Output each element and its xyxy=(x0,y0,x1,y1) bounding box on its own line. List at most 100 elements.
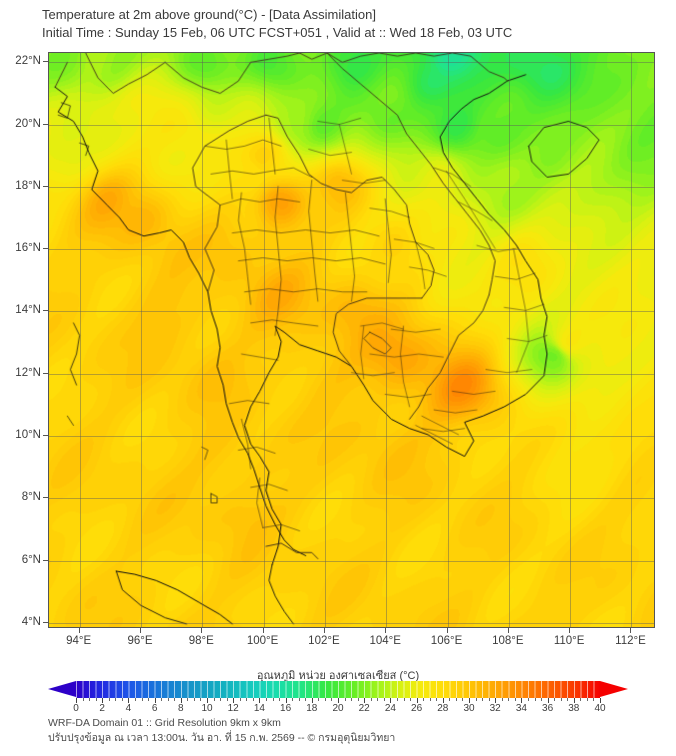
lon-tick-mark xyxy=(78,628,80,633)
colorbar-tick-label: 0 xyxy=(73,703,79,714)
colorbar-minor-tick xyxy=(161,698,163,701)
colorbar-tick-label: 18 xyxy=(306,703,318,714)
colorbar-minor-tick xyxy=(436,698,438,701)
latitude-axis: 4°N 6°N 8°N 10°N 12°N 14°N 16°N 18°N 20°N 22°N xyxy=(0,0,48,756)
colorbar-minor-tick xyxy=(410,698,412,701)
lon-tick-mark xyxy=(630,628,632,633)
lat-tick-label: 8°N xyxy=(21,491,41,504)
lat-tick-label: 22°N xyxy=(15,55,41,68)
colorbar-minor-tick xyxy=(200,698,202,701)
colorbar-minor-tick xyxy=(554,698,556,701)
colorbar-minor-tick xyxy=(449,698,451,701)
colorbar-minor-tick xyxy=(429,698,431,701)
colorbar-minor-tick xyxy=(560,698,562,701)
colorbar-tick-label: 36 xyxy=(542,703,554,714)
colorbar-major-tick xyxy=(154,698,156,703)
lat-tick-mark xyxy=(43,559,48,561)
colorbar-major-tick xyxy=(233,698,235,703)
colorbar-minor-tick xyxy=(344,698,346,701)
colorbar-major-tick xyxy=(128,698,130,703)
colorbar-minor-tick xyxy=(514,698,516,701)
colorbar-tick-label: 10 xyxy=(201,703,213,714)
colorbar-over-arrow-icon xyxy=(600,681,628,697)
colorbar-minor-tick xyxy=(187,698,189,701)
colorbar-minor-tick xyxy=(121,698,123,701)
colorbar-tick-label: 2 xyxy=(99,703,105,714)
colorbar-tick-label: 24 xyxy=(384,703,396,714)
lon-tick-label: 94°E xyxy=(66,635,92,647)
colorbar-minor-tick xyxy=(527,698,529,701)
lat-tick-mark xyxy=(43,372,48,374)
colorbar-minor-tick xyxy=(141,698,143,701)
colorbar-major-tick xyxy=(311,698,313,703)
colorbar-minor-tick xyxy=(567,698,569,701)
colorbar-minor-tick xyxy=(239,698,241,701)
colorbar-tick-label: 38 xyxy=(568,703,580,714)
colorbar-title: อุณหภูมิ หน่วย องศาเซลเซียส (°C) xyxy=(256,670,420,682)
lon-tick-label: 96°E xyxy=(127,635,153,647)
colorbar-major-tick xyxy=(364,698,366,703)
colorbar-minor-tick xyxy=(134,698,136,701)
lat-tick-mark xyxy=(43,621,48,623)
colorbar-major-tick xyxy=(547,698,549,703)
lon-tick-label: 112°E xyxy=(615,635,646,647)
colorbar-minor-tick xyxy=(423,698,425,701)
colorbar-minor-tick xyxy=(357,698,359,701)
lat-tick-label: 18°N xyxy=(15,179,41,192)
colorbar-minor-tick xyxy=(246,698,248,701)
lat-tick-mark xyxy=(43,434,48,436)
colorbar-minor-tick xyxy=(305,698,307,701)
colorbar-minor-tick xyxy=(586,698,588,701)
lon-tick-label: 102°E xyxy=(308,635,340,647)
colorbar-tick-label: 40 xyxy=(594,703,606,714)
lon-tick-label: 110°E xyxy=(553,635,585,647)
lat-tick-label: 12°N xyxy=(15,366,41,379)
lon-tick-mark xyxy=(323,628,325,633)
colorbar-minor-tick xyxy=(252,698,254,701)
colorbar-tick-label: 6 xyxy=(151,703,158,714)
colorbar-minor-tick xyxy=(148,698,150,701)
colorbar-minor-tick xyxy=(298,698,300,701)
lat-tick-label: 4°N xyxy=(21,615,41,628)
chart-title-block: Temperature at 2m above ground(°C) - [Da… xyxy=(42,6,642,42)
lon-tick-label: 104°E xyxy=(369,635,401,647)
lon-tick-mark xyxy=(569,628,571,633)
colorbar-tick-label: 8 xyxy=(178,703,184,714)
lat-tick-label: 16°N xyxy=(15,242,41,255)
colorbar-tick-label: 20 xyxy=(332,703,344,714)
colorbar-minor-tick xyxy=(272,698,274,701)
colorbar-minor-tick xyxy=(108,698,110,701)
lon-tick-mark xyxy=(201,628,203,633)
colorbar-major-tick xyxy=(102,698,104,703)
colorbar-major-tick xyxy=(416,698,418,703)
colorbar-minor-tick xyxy=(403,698,405,701)
colorbar-tick-label: 32 xyxy=(489,703,501,714)
colorbar-tick-label: 34 xyxy=(515,703,527,714)
colorbar-minor-tick xyxy=(174,698,176,701)
colorbar-tick-label: 28 xyxy=(437,703,449,714)
colorbar-major-tick xyxy=(521,698,523,703)
lon-tick-mark xyxy=(385,628,387,633)
colorbar-minor-tick xyxy=(396,698,398,701)
colorbar-minor-tick xyxy=(324,698,326,701)
temperature-colorbar[interactable]: 0 2 4 6 8 10 12 14 16 18 20 22 24 26 28 30 32 34 36 38 40 xyxy=(48,681,628,714)
colorbar-major-tick xyxy=(442,698,444,703)
colorbar-minor-tick xyxy=(508,698,510,701)
colorbar-minor-tick xyxy=(82,698,84,701)
colorbar-axis: 0 2 4 6 8 10 12 14 16 18 20 22 24 26 28 30 32 34 36 38 40 xyxy=(73,698,606,714)
colorbar-minor-tick xyxy=(167,698,169,701)
colorbar-minor-tick xyxy=(475,698,477,701)
colorbar-gradient xyxy=(76,681,600,698)
colorbar-minor-tick xyxy=(534,698,536,701)
colorbar-minor-tick xyxy=(220,698,222,701)
colorbar-major-tick xyxy=(495,698,497,703)
lat-tick-label: 14°N xyxy=(15,304,41,317)
colorbar-minor-tick xyxy=(331,698,333,701)
colorbar-minor-tick xyxy=(89,698,91,701)
colorbar-major-tick xyxy=(207,698,208,703)
lon-tick-mark xyxy=(262,628,264,633)
colorbar-tick-label: 26 xyxy=(411,703,423,714)
lon-tick-mark xyxy=(446,628,448,633)
